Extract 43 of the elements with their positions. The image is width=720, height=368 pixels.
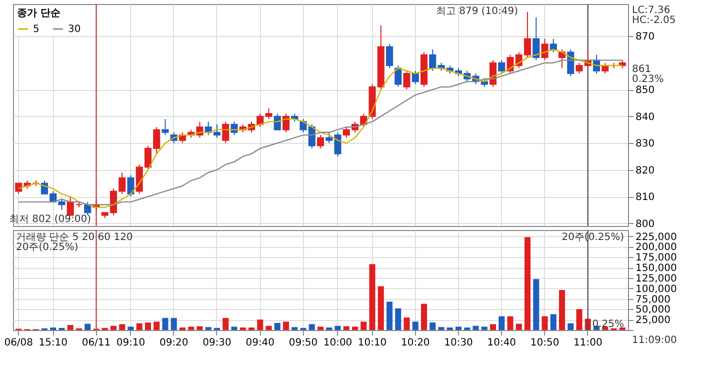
- x-tick-label: 09:50: [288, 338, 318, 348]
- y-tick-label: 840: [636, 112, 655, 123]
- x-tick-label: 10:20: [400, 338, 430, 348]
- annotation: 20주(0.25%): [16, 242, 78, 253]
- x-tick-label: 15:10: [38, 338, 68, 348]
- x-tick-label: 10:10: [358, 338, 387, 348]
- y-tick-label: 200,000: [636, 242, 677, 254]
- x-tick-label: 06/08: [4, 338, 34, 348]
- x-tick-label: 10:00: [323, 338, 352, 348]
- y-tick-label: 810: [636, 192, 655, 204]
- annotation: 거래량 단순 5 20 60 120: [16, 232, 133, 243]
- legend-title: 종가 단순: [17, 8, 60, 19]
- text: 11:09:00: [632, 335, 677, 346]
- y-tick-label: 125,000: [636, 273, 677, 284]
- x-tick-label: 09:40: [246, 338, 275, 348]
- y-tick-label: 175,000: [636, 252, 677, 264]
- text: LC:7.36: [632, 5, 670, 16]
- x-tick-label: 06/11: [82, 338, 111, 348]
- x-tick-label: 09:20: [159, 338, 188, 348]
- y-tick-label: 870: [636, 32, 655, 43]
- x-tick-label: 10:30: [444, 338, 473, 348]
- text: 0.23%: [632, 74, 664, 85]
- x-tick-label: 09:30: [202, 338, 232, 348]
- x-tick-label: 09:10: [116, 338, 146, 348]
- text: 861: [632, 64, 652, 75]
- x-tick-label: 10:40: [487, 338, 516, 348]
- y-tick-label: 150,000: [636, 263, 677, 274]
- y-tick-label: 830: [636, 138, 655, 150]
- y-tick-label: 100,000: [636, 284, 677, 295]
- y-tick-label: 25,000: [636, 315, 670, 326]
- annotation: 최고 879 (10:49): [436, 6, 518, 17]
- x-tick-label: 10:50: [530, 338, 560, 348]
- x-tick-label: 11:00: [573, 338, 602, 348]
- y-tick-label: 850: [636, 85, 655, 96]
- y-tick-label: 820: [636, 165, 655, 176]
- text: HC:-2.05: [632, 15, 676, 26]
- legend-label: 30: [68, 24, 81, 35]
- y-tick-label: 75,000: [636, 294, 670, 306]
- legend-label: 5: [33, 24, 40, 35]
- annotation: 0.25%: [592, 319, 624, 330]
- y-tick-label: 225,000: [636, 232, 677, 243]
- y-tick-label: 800: [636, 218, 655, 230]
- y-tick-label: 50,000: [636, 304, 670, 316]
